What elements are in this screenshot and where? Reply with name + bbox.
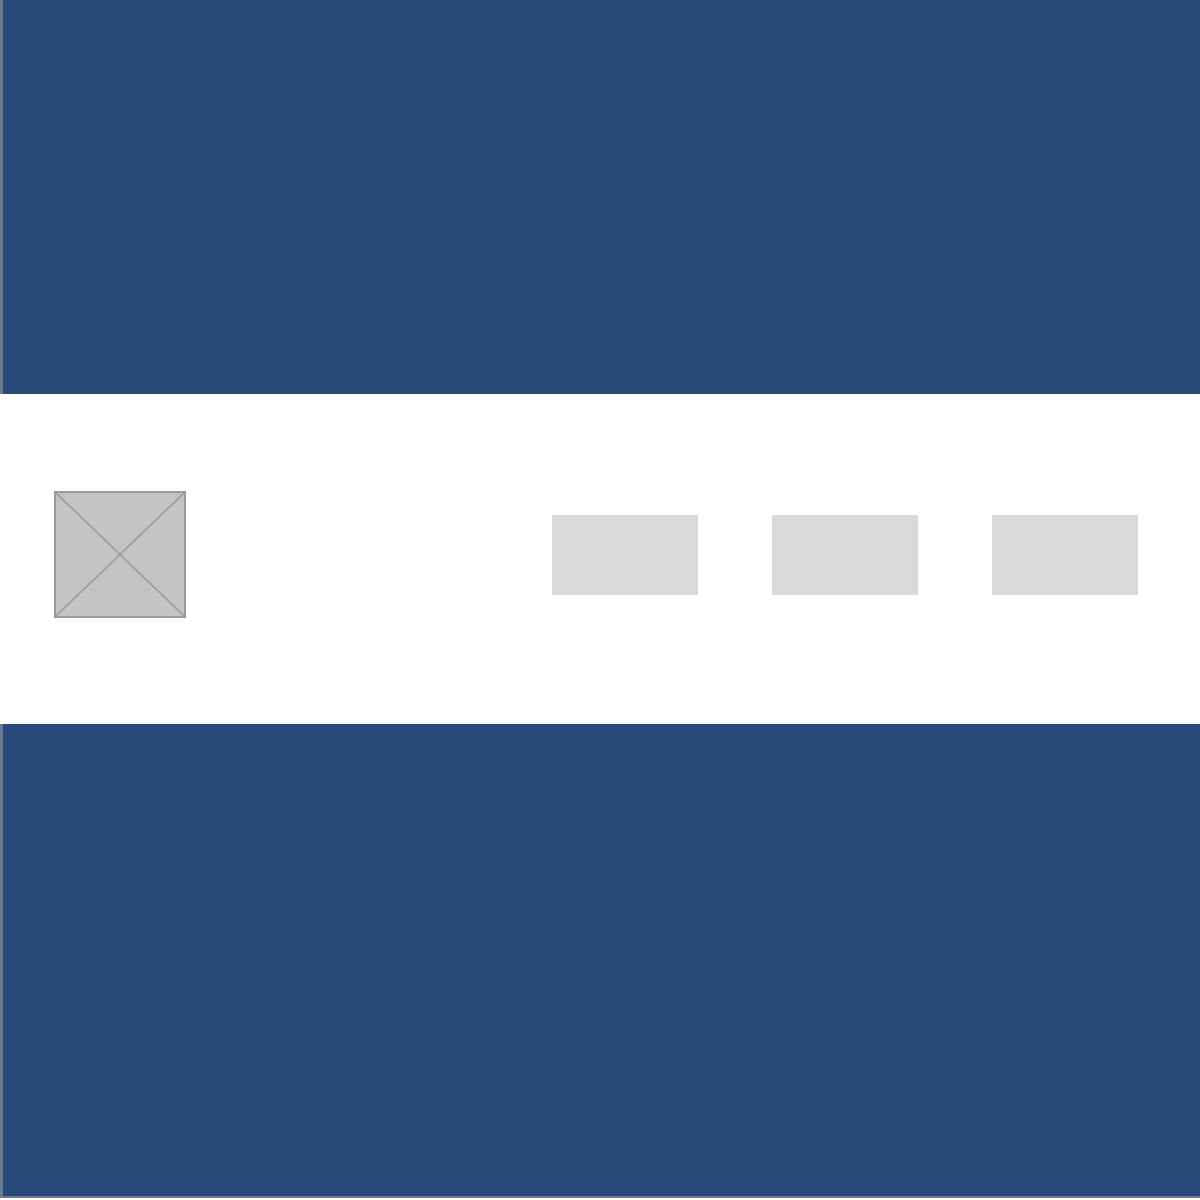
nav-item-1[interactable] bbox=[552, 515, 698, 595]
nav-item-2[interactable] bbox=[772, 515, 918, 595]
navigation-bar bbox=[0, 394, 1200, 724]
logo-image-placeholder bbox=[54, 491, 186, 618]
bottom-banner bbox=[0, 724, 1200, 1198]
nav-item-3[interactable] bbox=[992, 515, 1138, 595]
image-placeholder-icon bbox=[56, 493, 184, 616]
top-banner bbox=[0, 0, 1200, 394]
